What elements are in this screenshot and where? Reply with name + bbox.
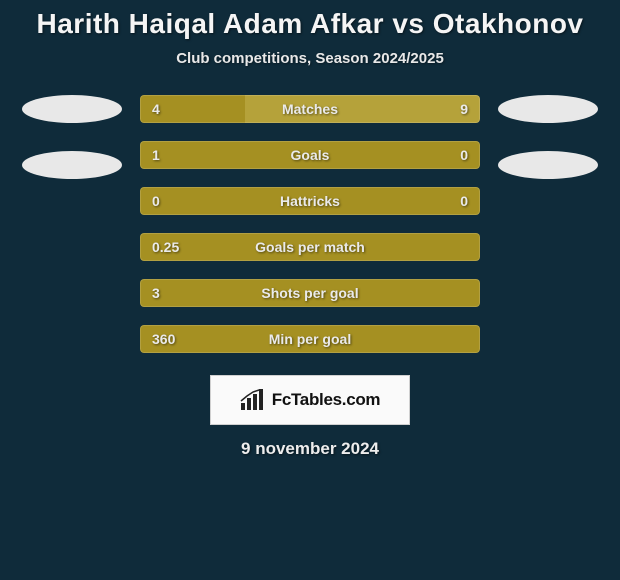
- stat-label: Shots per goal: [140, 279, 480, 307]
- stat-label: Matches: [140, 95, 480, 123]
- stat-value-left: 0.25: [152, 233, 179, 261]
- date-text: 9 november 2024: [0, 439, 620, 459]
- left-badges-column: [22, 95, 122, 179]
- player-badge-right: [498, 151, 598, 179]
- player-badge-left: [22, 95, 122, 123]
- stat-row: Matches4 9: [140, 95, 480, 123]
- stat-value-right: 0: [460, 187, 468, 215]
- stat-value-right: 0: [460, 141, 468, 169]
- stat-row: Min per goal360: [140, 325, 480, 353]
- stat-row: Goals1 0: [140, 141, 480, 169]
- infographic-container: Harith Haiqal Adam Afkar vs Otakhonov Cl…: [0, 0, 620, 580]
- stat-label: Hattricks: [140, 187, 480, 215]
- subtitle: Club competitions, Season 2024/2025: [0, 50, 620, 67]
- stat-value-left: 4: [152, 95, 160, 123]
- branding-text: FcTables.com: [272, 390, 381, 410]
- stats-area: Matches49Goals10Hattricks00Goals per mat…: [0, 95, 620, 353]
- stat-label: Goals: [140, 141, 480, 169]
- stat-value-left: 360: [152, 325, 175, 353]
- stat-row: Goals per match0.25: [140, 233, 480, 261]
- stat-value-left: 1: [152, 141, 160, 169]
- page-title: Harith Haiqal Adam Afkar vs Otakhonov: [0, 8, 620, 40]
- stat-row: Hattricks0 0: [140, 187, 480, 215]
- stat-label: Min per goal: [140, 325, 480, 353]
- player-badge-left: [22, 151, 122, 179]
- branding-box: FcTables.com: [210, 375, 410, 425]
- bars-column: Matches49Goals10Hattricks00Goals per mat…: [140, 95, 480, 353]
- player-badge-right: [498, 95, 598, 123]
- stat-value-right: 9: [460, 95, 468, 123]
- right-badges-column: [498, 95, 598, 179]
- stat-value-left: 0: [152, 187, 160, 215]
- stat-value-left: 3: [152, 279, 160, 307]
- stat-row: Shots per goal3: [140, 279, 480, 307]
- stat-label: Goals per match: [140, 233, 480, 261]
- chart-icon: [240, 389, 266, 411]
